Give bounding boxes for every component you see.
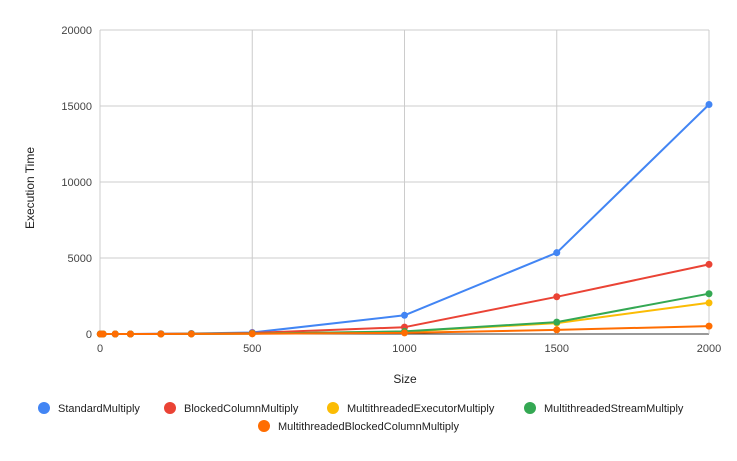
y-axis-title: Execution Time (23, 147, 37, 229)
data-point (705, 260, 713, 268)
data-point (705, 290, 713, 298)
data-point (99, 330, 107, 338)
legend-marker (524, 402, 536, 414)
data-point (553, 249, 561, 257)
data-point (187, 330, 195, 338)
legend-marker (258, 420, 270, 432)
x-axis-title: Size (393, 372, 417, 386)
series-lines (100, 103, 710, 335)
x-tick-label: 2000 (697, 343, 721, 355)
x-tick-label: 500 (243, 343, 261, 355)
legend-item: MultithreadedStreamMultiply (524, 402, 684, 415)
y-tick-label: 15000 (61, 101, 92, 113)
data-point (705, 299, 713, 307)
legend-item: StandardMultiply (38, 402, 140, 415)
legend-label: MultithreadedBlockedColumnMultiply (278, 421, 459, 433)
axes: 0 5000 10000 15000 20000 0 500 1000 1500 2000 (61, 25, 721, 355)
gridlines (99, 29, 710, 335)
data-point (553, 318, 561, 326)
x-tick-label: 1500 (545, 343, 569, 355)
data-point (111, 330, 119, 338)
y-tick-label: 0 (86, 329, 92, 341)
legend: StandardMultiply BlockedColumnMultiply Mul… (38, 402, 684, 433)
legend-label: MultithreadedStreamMultiply (544, 403, 684, 415)
legend-marker (38, 402, 50, 414)
legend-marker (164, 402, 176, 414)
data-point (248, 330, 256, 338)
series-line-4 (100, 325, 710, 335)
y-tick-label: 10000 (61, 177, 92, 189)
data-point (553, 293, 561, 301)
legend-item: MultithreadedBlockedColumnMultiply (258, 420, 459, 433)
data-point (553, 326, 561, 334)
data-point (401, 329, 408, 337)
x-tick-label: 1000 (392, 343, 416, 355)
data-point (157, 330, 165, 338)
legend-label: BlockedColumnMultiply (184, 403, 299, 415)
data-point (705, 322, 713, 330)
data-points (96, 100, 713, 338)
data-point (126, 330, 134, 338)
data-point (401, 311, 408, 319)
legend-label: MultithreadedExecutorMultiply (347, 403, 495, 415)
y-tick-label: 5000 (68, 253, 92, 265)
legend-label: StandardMultiply (58, 403, 140, 415)
legend-item: BlockedColumnMultiply (164, 402, 299, 415)
y-tick-label: 20000 (61, 25, 92, 37)
data-point (705, 100, 713, 108)
x-tick-label: 0 (97, 343, 103, 355)
legend-item: MultithreadedExecutorMultiply (327, 402, 495, 415)
legend-marker (327, 402, 339, 414)
